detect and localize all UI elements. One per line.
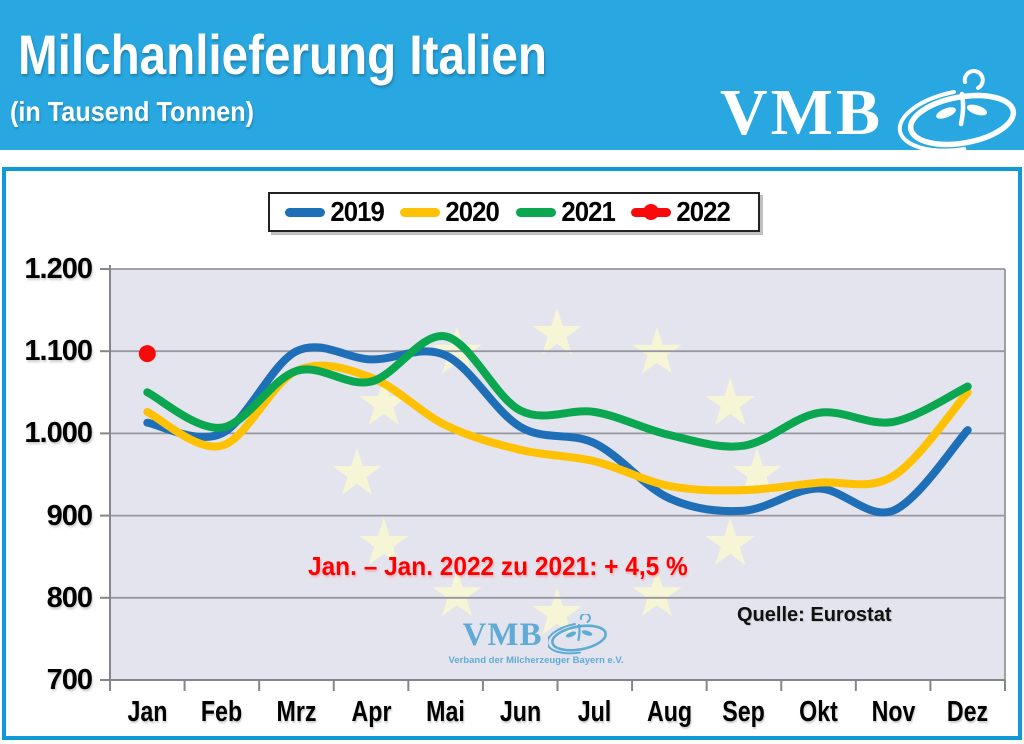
y-axis-label: 1.100 xyxy=(24,335,93,368)
source-label: Quelle: Eurostat xyxy=(737,604,892,626)
vmb-logo-swirl-icon xyxy=(897,69,1022,150)
vmb-watermark-swirl-icon xyxy=(547,614,610,655)
eu-star-icon xyxy=(532,588,582,635)
eu-star-icon xyxy=(532,308,582,355)
legend-label: 2021 xyxy=(560,196,616,227)
x-axis-label: Nov xyxy=(871,696,916,728)
x-axis-label: Okt xyxy=(799,696,838,728)
eu-star-icon xyxy=(359,518,409,565)
legend-item-2021: 2021 xyxy=(515,196,617,228)
y-axis-label: 700 xyxy=(46,664,93,696)
y-axis-label: 1.000 xyxy=(24,417,93,450)
legend-label: 2022 xyxy=(676,196,731,227)
eu-star-icon xyxy=(732,448,782,495)
page-subtitle: (in Tausend Tonnen) xyxy=(10,96,255,127)
y-axis-label: 800 xyxy=(46,581,93,614)
series-line-2021 xyxy=(143,332,972,451)
legend-label: 2019 xyxy=(330,196,385,227)
vmb-logo-text: VMB xyxy=(720,76,883,149)
chart-annotation: Jan. – Jan. 2022 zu 2021: + 4,5 % xyxy=(308,551,688,581)
legend-swatch-2019 xyxy=(285,207,325,217)
page-title: Milchanlieferung Italien xyxy=(18,23,547,86)
y-axis-label: 1.200 xyxy=(24,253,93,285)
legend-item-2022: 2022 xyxy=(630,196,732,228)
chart-container: 2019 2020 2021 2022 700 800 900 1.000 1.100 1.20… xyxy=(2,167,1022,740)
x-axis-label: Feb xyxy=(201,696,243,728)
vmb-logo: VMB xyxy=(720,69,1022,150)
x-axis-label: Aug xyxy=(646,696,692,728)
eu-star-icon xyxy=(632,326,682,374)
vmb-watermark-text: VMB xyxy=(462,616,543,653)
eu-star-icon xyxy=(359,378,409,425)
line-chart xyxy=(100,265,1006,691)
eu-star-icon xyxy=(705,518,755,565)
eu-star-icon xyxy=(432,569,482,617)
header-banner: Milchanlieferung Italien (in Tausend Ton… xyxy=(0,0,1024,150)
eu-star-icon xyxy=(632,569,682,617)
x-axis-label: Dez xyxy=(947,696,989,728)
chart-legend: 2019 2020 2021 2022 xyxy=(268,192,760,232)
x-axis-label: Mrz xyxy=(276,696,317,728)
x-axis-label: Sep xyxy=(722,696,766,728)
y-axis-label: 900 xyxy=(46,499,93,532)
legend-swatch-2022 xyxy=(630,204,671,220)
legend-item-2019: 2019 xyxy=(285,196,386,228)
eu-star-icon xyxy=(432,326,482,374)
x-axis-label: Jan xyxy=(127,696,168,728)
x-axis-label: Jul xyxy=(578,696,612,728)
legend-label: 2020 xyxy=(445,196,501,227)
x-axis-label: Jun xyxy=(499,696,541,728)
vmb-watermark-subtext: Verband der Milcherzeuger Bayern e.V. xyxy=(448,655,624,666)
legend-marker-dot xyxy=(642,204,659,220)
legend-swatch-2021 xyxy=(515,207,556,217)
legend-item-2020: 2020 xyxy=(400,196,501,228)
vmb-watermark: VMB Verband der Milcherzeuger Bayern e.V… xyxy=(430,614,642,666)
eu-star-icon xyxy=(332,448,382,495)
legend-swatch-2020 xyxy=(400,207,441,217)
eu-star-icon xyxy=(705,378,755,425)
x-axis-label: Apr xyxy=(351,696,392,728)
data-point-2022-Jan xyxy=(138,345,156,363)
x-axis-label: Mai xyxy=(426,696,465,728)
series-line-2019 xyxy=(143,343,972,517)
